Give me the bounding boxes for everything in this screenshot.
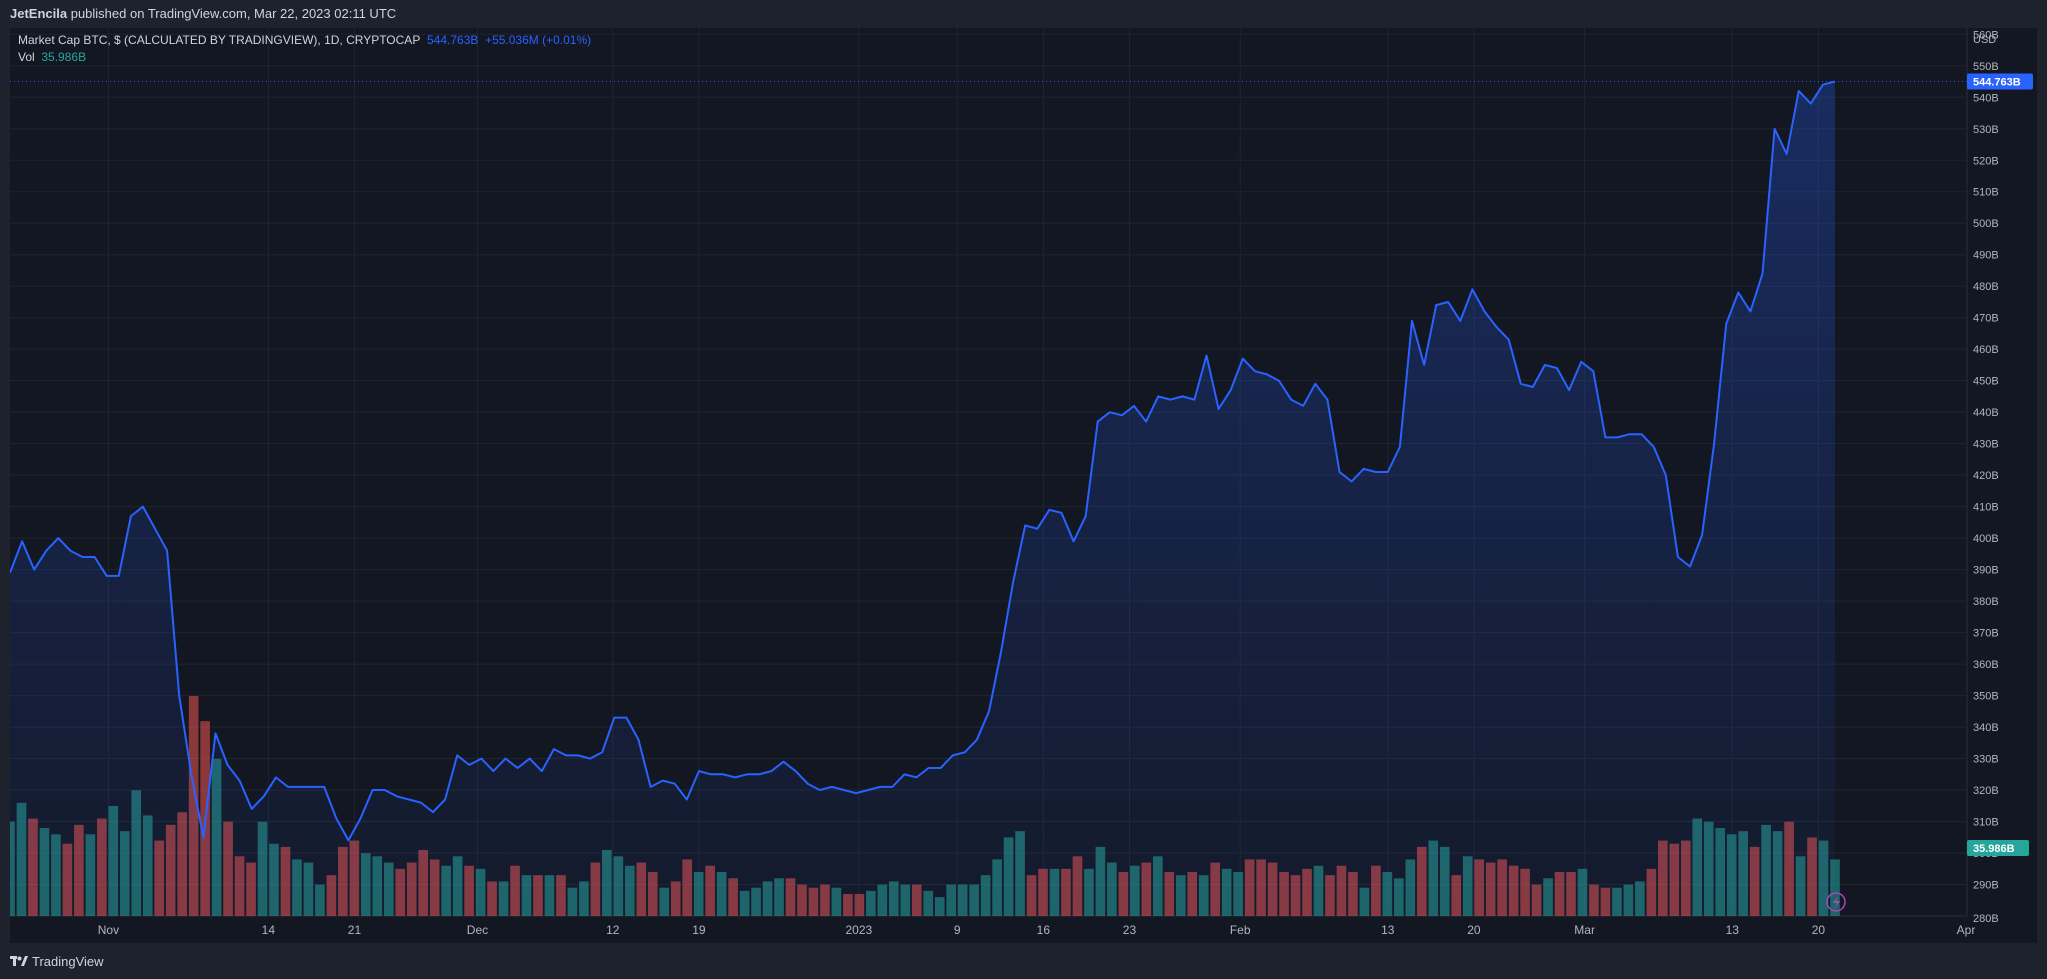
y-tick-label: 400B	[1973, 533, 1999, 545]
y-tick-label: 360B	[1973, 659, 1999, 671]
author-name[interactable]: JetEncila	[10, 6, 68, 21]
y-tick-label: 410B	[1973, 502, 1999, 514]
volume-label[interactable]: Vol	[18, 50, 35, 64]
x-tick-label: 12	[606, 923, 620, 937]
y-tick-label: 500B	[1973, 218, 1999, 230]
y-tick-label: 530B	[1973, 124, 1999, 136]
y-tick-label: 330B	[1973, 754, 1999, 766]
price-change: +55.036M (+0.01%)	[485, 33, 592, 47]
area-fill	[10, 81, 1835, 916]
lightning-bolt-icon	[1833, 896, 1840, 909]
x-tick-label: 23	[1123, 923, 1137, 937]
y-tick-label: 440B	[1973, 407, 1999, 419]
x-tick-label: 14	[262, 923, 276, 937]
x-tick-label: 19	[692, 923, 706, 937]
publish-header: JetEncila published on TradingView.com, …	[0, 0, 2047, 28]
chart-legend: Market Cap BTC, $ (CALCULATED BY TRADING…	[18, 32, 591, 66]
y-tick-label: 480B	[1973, 281, 1999, 293]
y-tick-label: 340B	[1973, 722, 1999, 734]
volume-value: 35.986B	[41, 50, 87, 64]
tradingview-logo-icon	[10, 956, 28, 966]
y-tick-label: 450B	[1973, 376, 1999, 388]
y-tick-label: 320B	[1973, 785, 1999, 797]
y-tick-label: 310B	[1973, 817, 1999, 829]
footer: TradingView	[0, 943, 2047, 979]
y-tick-label: 280B	[1973, 913, 1999, 925]
x-tick-label: 13	[1381, 923, 1395, 937]
y-tick-label: 420B	[1973, 470, 1999, 482]
x-tick-label: 13	[1726, 923, 1740, 937]
x-tick-label: 9	[954, 923, 961, 937]
x-tick-label: 20	[1467, 923, 1481, 937]
y-tick-label: 290B	[1973, 880, 1999, 892]
volume-badge-label: 35.986B	[1973, 843, 2015, 855]
volume-row: Vol 35.986B	[18, 49, 591, 66]
lightning-icon[interactable]	[1826, 892, 1846, 912]
y-tick-label: 560B	[1973, 29, 1999, 41]
tradingview-logo[interactable]: TradingView	[10, 954, 104, 969]
x-tick-label: Nov	[98, 923, 119, 937]
volume-badge	[1967, 840, 2029, 856]
y-tick-label: 510B	[1973, 187, 1999, 199]
y-tick-label: 370B	[1973, 628, 1999, 640]
x-tick-label: Mar	[1574, 923, 1595, 937]
symbol-name[interactable]: Market Cap BTC, $ (CALCULATED BY TRADING…	[18, 33, 421, 47]
currency-label: USD	[1973, 34, 1996, 46]
last-price-label: 544.763B	[1973, 77, 2021, 89]
x-tick-label: 20	[1812, 923, 1826, 937]
y-tick-label: 490B	[1973, 250, 1999, 262]
y-tick-label: 470B	[1973, 313, 1999, 325]
y-tick-label: 540B	[1973, 92, 1999, 104]
y-tick-label: 460B	[1973, 344, 1999, 356]
x-tick-label: 21	[348, 923, 362, 937]
y-tick-label: 380B	[1973, 596, 1999, 608]
published-text: published on TradingView.com, Mar 22, 20…	[70, 6, 397, 21]
x-tick-label: 16	[1037, 923, 1051, 937]
tradingview-brand: TradingView	[32, 953, 104, 969]
x-tick-label: Apr	[1957, 923, 1976, 937]
y-tick-label: 550B	[1973, 61, 1999, 73]
last-price-badge	[1967, 73, 2033, 90]
y-tick-label: 390B	[1973, 565, 1999, 577]
x-tick-label: 2023	[845, 923, 872, 937]
y-tick-label: 350B	[1973, 691, 1999, 703]
last-value: 544.763B	[427, 33, 479, 47]
x-tick-label: Feb	[1230, 923, 1251, 937]
symbol-row: Market Cap BTC, $ (CALCULATED BY TRADING…	[18, 32, 591, 49]
price-chart[interactable]: 290B300B310B320B330B340B350B360B370B380B…	[10, 28, 2037, 943]
y-tick-label: 520B	[1973, 155, 1999, 167]
series-line[interactable]	[10, 80, 1836, 842]
chart-area[interactable]: 290B300B310B320B330B340B350B360B370B380B…	[10, 28, 2037, 943]
y-tick-label: 430B	[1973, 439, 1999, 451]
x-tick-label: Dec	[467, 923, 488, 937]
